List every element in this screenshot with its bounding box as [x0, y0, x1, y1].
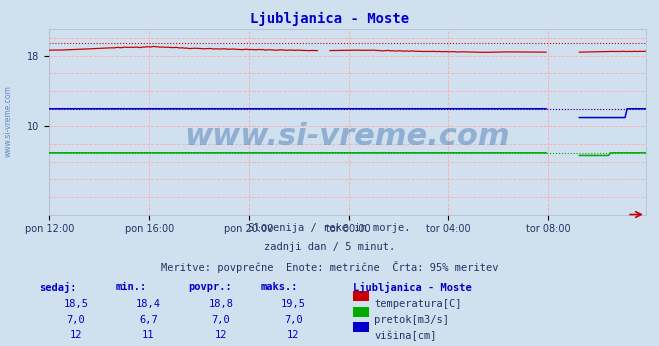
Text: 19,5: 19,5 [281, 299, 306, 309]
Text: Ljubljanica - Moste: Ljubljanica - Moste [250, 12, 409, 26]
Text: višina[cm]: višina[cm] [374, 330, 437, 341]
Text: min.:: min.: [115, 282, 146, 292]
Text: 6,7: 6,7 [139, 315, 158, 325]
Text: maks.:: maks.: [260, 282, 298, 292]
Text: 12: 12 [70, 330, 82, 340]
Text: 12: 12 [287, 330, 299, 340]
Text: Meritve: povprečne  Enote: metrične  Črta: 95% meritev: Meritve: povprečne Enote: metrične Črta:… [161, 261, 498, 273]
Text: www.si-vreme.com: www.si-vreme.com [3, 85, 13, 157]
Text: sedaj:: sedaj: [40, 282, 77, 293]
Text: temperatura[C]: temperatura[C] [374, 299, 462, 309]
Text: 7,0: 7,0 [67, 315, 85, 325]
Text: 7,0: 7,0 [284, 315, 302, 325]
Text: Slovenija / reke in morje.: Slovenija / reke in morje. [248, 223, 411, 233]
Text: 18,4: 18,4 [136, 299, 161, 309]
Text: pretok[m3/s]: pretok[m3/s] [374, 315, 449, 325]
Text: 12: 12 [215, 330, 227, 340]
Text: zadnji dan / 5 minut.: zadnji dan / 5 minut. [264, 242, 395, 252]
Text: povpr.:: povpr.: [188, 282, 231, 292]
Text: 11: 11 [142, 330, 154, 340]
Text: 18,5: 18,5 [63, 299, 88, 309]
Text: Ljubljanica - Moste: Ljubljanica - Moste [353, 282, 471, 293]
Text: www.si-vreme.com: www.si-vreme.com [185, 122, 511, 151]
Text: 7,0: 7,0 [212, 315, 230, 325]
Text: 18,8: 18,8 [208, 299, 233, 309]
